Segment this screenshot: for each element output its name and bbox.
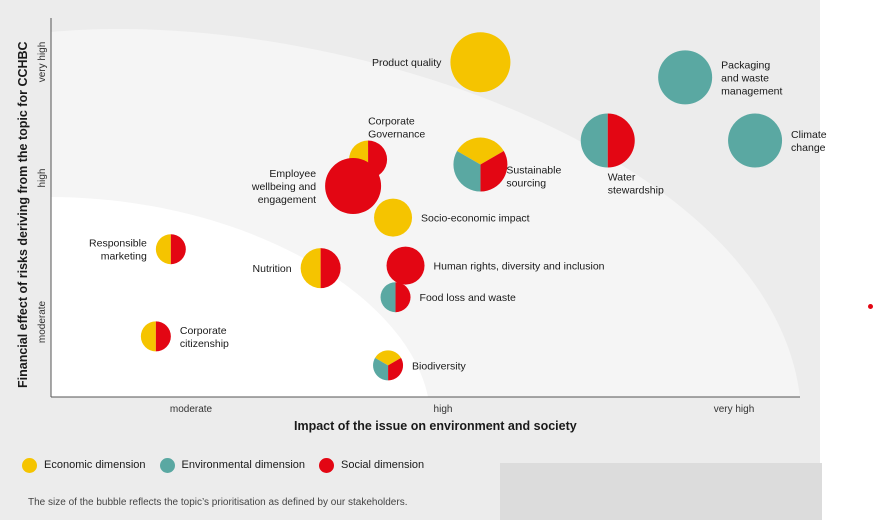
bubble-segment <box>607 113 635 168</box>
bubble-segment <box>388 357 404 381</box>
bubble <box>453 137 508 192</box>
bubble <box>386 246 425 285</box>
bubble-label: Human rights, diversity and inclusion <box>434 261 605 273</box>
bubble <box>728 113 783 168</box>
bubble-segment <box>374 198 413 237</box>
bubble-label: Socio-economic impact <box>421 213 530 225</box>
legend-item-social: Social dimension <box>319 457 425 473</box>
bubble <box>300 248 341 289</box>
bubble <box>374 198 413 237</box>
bubble-label: Packaging and waste management <box>721 59 782 97</box>
x-tick-label: very high <box>714 404 755 415</box>
decorative-dot <box>868 304 873 309</box>
inner-risk-zone <box>51 197 428 397</box>
bubble <box>580 113 635 168</box>
bubble <box>140 321 171 352</box>
bubble-segment <box>140 321 156 352</box>
bubble-label: Responsible marketing <box>89 238 147 263</box>
x-axis-title: Impact of the issue on environment and s… <box>294 419 577 433</box>
bubble-segment <box>386 246 425 285</box>
y-axis-title: Financial effect of risks deriving from … <box>16 41 30 388</box>
x-tick-label: high <box>434 404 453 415</box>
bubble <box>325 158 382 215</box>
bubble-label: Climate change <box>791 129 827 154</box>
x-tick-label: moderate <box>170 404 213 415</box>
grey-block <box>500 463 822 520</box>
bubble-segment <box>300 248 321 289</box>
bubble-segment <box>450 32 511 93</box>
bubble-label: Water stewardship <box>608 172 664 197</box>
bubble-label: Nutrition <box>253 263 292 275</box>
economic-swatch-icon <box>22 457 37 473</box>
bubble <box>450 32 511 93</box>
tick-labels: moderate high very high moderate high very hi… <box>37 42 754 415</box>
bubble-label: Corporate citizenship <box>180 325 229 350</box>
bubble-segment <box>170 234 186 265</box>
legend-label-environmental: Environmental dimension <box>181 459 306 471</box>
bubble-label: Biodiversity <box>412 360 466 372</box>
environmental-swatch-icon <box>159 457 175 473</box>
bubble <box>380 282 411 313</box>
bubble-segment <box>155 321 171 352</box>
legend: Economic dimension Environmental dimensi… <box>22 456 438 474</box>
bubble-segment <box>155 234 171 265</box>
bubble-label: Employee wellbeing and engagement <box>251 168 316 206</box>
bubble-label: Sustainable sourcing <box>506 165 561 190</box>
footnote: The size of the bubble reflects the topi… <box>28 497 408 508</box>
bubble-segment <box>580 113 608 168</box>
bubble <box>373 350 404 381</box>
y-tick-label: very high <box>37 42 48 83</box>
bubble-segment <box>728 113 783 168</box>
bubble-label: Product quality <box>372 57 442 69</box>
y-tick-label: moderate <box>37 300 48 343</box>
bubbles <box>140 32 783 381</box>
legend-label-economic: Economic dimension <box>44 459 146 471</box>
bubble-segment <box>395 282 411 313</box>
legend-item-environmental: Environmental dimension <box>159 457 306 473</box>
y-tick-label: high <box>37 169 48 188</box>
bubble-segment <box>373 357 389 381</box>
bubble-segment <box>380 282 396 313</box>
bubble-segment <box>480 151 508 192</box>
bubble-segment <box>658 50 713 105</box>
bubble-label: Food loss and waste <box>420 292 516 304</box>
bubble <box>658 50 713 105</box>
legend-item-economic: Economic dimension <box>22 457 146 473</box>
bubble-segment <box>320 248 341 289</box>
bubble <box>155 234 186 265</box>
legend-label-social: Social dimension <box>341 459 425 471</box>
bubble-segment <box>453 151 481 192</box>
bubble-label: Corporate Governance <box>368 115 425 140</box>
social-swatch-icon <box>319 457 335 473</box>
bubble-labels: Product quality Packaging and waste managem… <box>89 57 827 372</box>
bubble-segment <box>325 158 382 215</box>
